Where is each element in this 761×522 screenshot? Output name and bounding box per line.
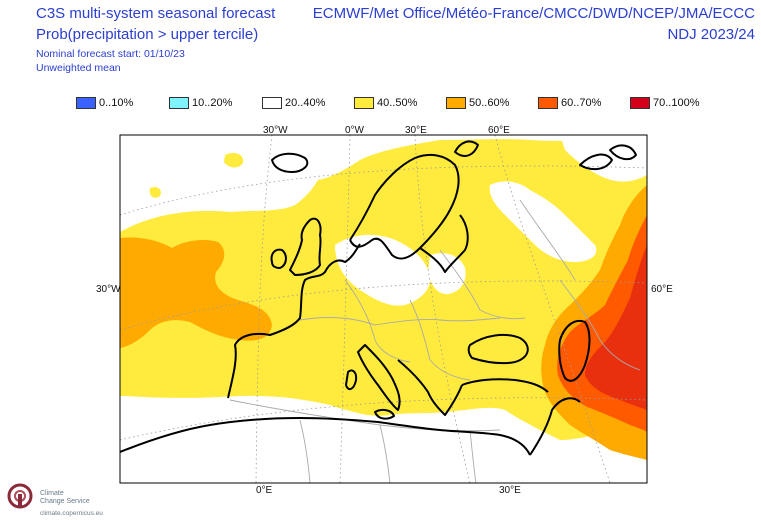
map-subtitle: Prob(precipitation > upper tercile) <box>36 26 259 43</box>
prob-20-40-area <box>489 181 597 262</box>
legend-item: 60..70% <box>538 96 601 110</box>
prob-20-40-area <box>428 253 466 295</box>
prob-50-60-area <box>120 237 272 348</box>
legend-label: 60..70% <box>561 97 602 109</box>
legend-swatch <box>169 97 189 109</box>
logo-line2: Change Service <box>40 498 90 505</box>
coastline <box>558 320 591 382</box>
prob-20-40-area <box>335 234 431 306</box>
coastline <box>419 214 469 273</box>
coastline <box>289 217 322 276</box>
coastline <box>271 152 309 173</box>
prob-20-40-area <box>120 135 240 205</box>
country-border <box>299 419 311 483</box>
top-tick-label: 0°W <box>345 125 364 136</box>
legend-label: 20..40% <box>285 97 326 109</box>
country-border <box>379 424 391 483</box>
top-tick-label: 30°E <box>405 125 427 136</box>
season-text: NDJ 2023/24 <box>667 26 755 43</box>
legend-label: 40..50% <box>377 97 418 109</box>
legend-item: 70..100% <box>630 96 699 110</box>
right-tick-label: 60°E <box>651 284 673 295</box>
coastline <box>461 378 549 393</box>
coastline <box>345 369 358 391</box>
coastline <box>270 248 287 269</box>
legend-label: 70..100% <box>653 97 700 109</box>
bottom-tick-label: 0°E <box>256 485 273 496</box>
top-tick-label: 60°E <box>488 125 510 136</box>
legend-item: 50..60% <box>446 96 509 110</box>
graticule-line <box>339 135 351 483</box>
legend-swatch <box>262 97 282 109</box>
coastline <box>397 359 463 416</box>
country-border <box>409 299 471 381</box>
coastline <box>529 397 581 456</box>
prob-70-100-area <box>585 245 647 410</box>
country-border <box>469 429 477 483</box>
legend-label: 0..10% <box>99 97 134 109</box>
legend-swatch <box>630 97 650 109</box>
coastline <box>349 153 460 260</box>
coastlines <box>120 140 637 456</box>
country-border <box>559 279 641 371</box>
coastline <box>120 417 531 456</box>
top-tick-label: 30°W <box>263 125 288 136</box>
graticule <box>120 135 647 483</box>
country-border <box>299 317 501 326</box>
coastline <box>467 333 529 365</box>
legend-item: 10..20% <box>169 96 232 110</box>
prob-20-40-area <box>120 396 555 483</box>
legend-item: 40..50% <box>354 96 417 110</box>
logo-text: Climate Change Service <box>40 490 90 506</box>
coastline <box>609 144 637 161</box>
country-border <box>519 199 576 281</box>
bottom-tick-label: 30°E <box>499 485 521 496</box>
coastline <box>454 140 479 157</box>
legend-label: 50..60% <box>469 97 510 109</box>
prob-40-50-area <box>224 152 244 168</box>
legend-item: 20..40% <box>262 96 325 110</box>
map-fields <box>120 135 647 483</box>
logo-line1: Climate <box>40 490 64 497</box>
graticule-line <box>120 280 647 331</box>
map-title: C3S multi-system seasonal forecast <box>36 5 276 22</box>
legend-swatch <box>76 97 96 109</box>
copernicus-logo-icon <box>7 483 33 509</box>
coastline <box>579 153 613 171</box>
legend-label: 10..20% <box>192 97 233 109</box>
legend-swatch <box>354 97 374 109</box>
logo-url: climate.copernicus.eu <box>40 510 103 517</box>
forecast-start-text: Nominal forecast start: 01/10/23 <box>36 48 185 60</box>
centres-text: ECMWF/Met Office/Météo-France/CMCC/DWD/N… <box>312 5 755 22</box>
legend-swatch <box>538 97 558 109</box>
graticule-line <box>120 165 647 216</box>
weighting-text: Unweighted mean <box>36 62 121 74</box>
prob-40-50-area <box>197 371 235 398</box>
graticule-line <box>120 397 647 441</box>
map-frame <box>119 134 648 484</box>
coastline <box>374 408 395 420</box>
coastline <box>227 243 361 399</box>
prob-40-50-area <box>149 187 161 198</box>
legend-swatch <box>446 97 466 109</box>
coastline <box>357 344 401 411</box>
country-border <box>344 279 411 363</box>
left-tick-label: 30°W <box>96 284 121 295</box>
legend-item: 0..10% <box>76 96 133 110</box>
country-border <box>439 249 526 320</box>
prob-20-40-area <box>240 140 309 168</box>
